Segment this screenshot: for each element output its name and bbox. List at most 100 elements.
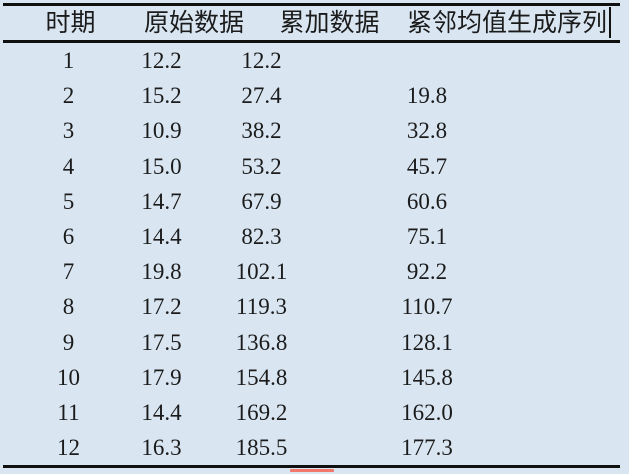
cell-value: 27.4: [241, 83, 282, 109]
table-cell: 14.4: [118, 219, 213, 254]
cell-value: 82.3: [241, 224, 282, 250]
table-row: 6 14.4 82.3 75.1: [3, 219, 620, 254]
cell-value: 145.8: [401, 364, 453, 390]
red-underline-mark: [290, 469, 334, 472]
table-cell: 17.9: [118, 360, 213, 395]
cell-value: 6: [62, 224, 75, 250]
cell-value: 16.3: [141, 435, 182, 461]
cell-value: 128.1: [401, 329, 453, 355]
table-row: 5 14.7 67.9 60.6: [3, 184, 620, 219]
table-cell: 15.0: [118, 149, 213, 184]
table-cell: 12: [3, 430, 118, 469]
table-row: 9 17.5 136.8 128.1: [3, 325, 620, 360]
table-cell: 4: [3, 149, 118, 184]
cell-value: 17.9: [141, 364, 182, 390]
column-header-label: 时期: [45, 9, 96, 37]
table-cell: 17.5: [118, 325, 213, 360]
table-cell: 53.2: [213, 149, 318, 184]
data-table: 时期 原始数据 累加数据 紧邻均值生成序列 1 12.2 12.2 2 15.2…: [3, 3, 620, 469]
table-cell: 6: [3, 219, 118, 254]
table-cell: 14.7: [118, 184, 213, 219]
table-cell: 45.7: [318, 149, 620, 184]
table-row: 2 15.2 27.4 19.8: [3, 78, 620, 113]
cell-value: 169.2: [235, 400, 288, 426]
cell-value: 17.5: [141, 329, 182, 355]
table-cell: 1: [3, 42, 118, 79]
cell-value: 119.3: [236, 294, 287, 320]
cell-value: 92.2: [406, 259, 448, 285]
table-cell: 19.8: [118, 254, 213, 289]
cell-value: 162.0: [401, 400, 453, 426]
table-cell: 38.2: [213, 113, 318, 148]
column-header-period: 时期: [3, 4, 118, 43]
cell-value: 17.2: [141, 294, 182, 320]
table-cell: 110.7: [318, 289, 620, 324]
cell-value: 15.0: [141, 153, 182, 179]
table-cell: 14.4: [118, 395, 213, 430]
table-cell: 136.8: [213, 325, 318, 360]
table-cell: 154.8: [213, 360, 318, 395]
cell-value: 3: [62, 118, 75, 144]
table-row: 8 17.2 119.3 110.7: [3, 289, 620, 324]
cell-value: 7: [62, 259, 75, 285]
column-header-label: 紧邻均值生成序列: [406, 9, 607, 37]
cell-value: 102.1: [235, 259, 288, 285]
table-cell: 92.2: [318, 254, 620, 289]
column-header-adjacent-mean-sequence: 紧邻均值生成序列: [318, 4, 620, 43]
cell-value: 60.6: [406, 188, 448, 214]
table-cell: 9: [3, 325, 118, 360]
header-row: 时期 原始数据 累加数据 紧邻均值生成序列: [3, 4, 620, 43]
cell-value: 10: [57, 364, 80, 390]
column-header-original-data: 原始数据: [118, 4, 244, 43]
table-cell: 162.0: [318, 395, 620, 430]
cell-value: 11: [57, 400, 80, 426]
table-cell: 60.6: [318, 184, 620, 219]
column-header-label: 原始数据: [144, 9, 245, 37]
cell-value: 67.9: [241, 188, 282, 214]
cell-value: 14.7: [141, 188, 182, 214]
table-cell: 3: [3, 113, 118, 148]
table-row: 11 14.4 169.2 162.0: [3, 395, 620, 430]
table-cell: 7: [3, 254, 118, 289]
table-cell: 169.2: [213, 395, 318, 430]
cell-value: 19.8: [141, 259, 182, 285]
cell-value: 14.4: [141, 400, 182, 426]
cell-value: 5: [62, 188, 75, 214]
table-row: 7 19.8 102.1 92.2: [3, 254, 620, 289]
table-row: 12 16.3 185.5 177.3: [3, 430, 620, 469]
table-cell: 75.1: [318, 219, 620, 254]
cell-value: 1: [62, 48, 75, 73]
cell-value: 15.2: [141, 83, 182, 109]
table-cell: 119.3: [213, 289, 318, 324]
table-cell: 17.2: [118, 289, 213, 324]
table-cell: 177.3: [318, 430, 620, 469]
cell-value: 154.8: [235, 364, 288, 390]
table-cell: 12.2: [118, 42, 213, 79]
cell-value: 12.2: [241, 48, 282, 73]
cell-value: 12.2: [141, 48, 182, 73]
table-row: 4 15.0 53.2 45.7: [3, 149, 620, 184]
cell-value: 19.8: [406, 83, 448, 109]
column-header-label: 累加数据: [279, 9, 380, 37]
table-row: 1 12.2 12.2: [3, 42, 620, 79]
table-cell: 128.1: [318, 325, 620, 360]
table-cell: 102.1: [213, 254, 318, 289]
table-cell: [318, 42, 620, 79]
cell-value: 9: [62, 329, 75, 355]
table-cell: 10: [3, 360, 118, 395]
cell-value: 8: [62, 294, 75, 320]
cell-value: 38.2: [241, 118, 282, 144]
cell-value: 10.9: [141, 118, 182, 144]
table-row: 10 17.9 154.8 145.8: [3, 360, 620, 395]
cell-value: 53.2: [241, 153, 282, 179]
table-cell: 12.2: [213, 42, 318, 79]
cell-value: 75.1: [406, 224, 448, 250]
table-cell: 15.2: [118, 78, 213, 113]
table-cell: 185.5: [213, 430, 318, 469]
column-header-accumulated-data: 累加数据: [213, 4, 380, 43]
table-cell: 8: [3, 289, 118, 324]
table-cell: 67.9: [213, 184, 318, 219]
table-cell: 19.8: [318, 78, 620, 113]
table-row: 3 10.9 38.2 32.8: [3, 113, 620, 148]
cell-value: 136.8: [235, 329, 288, 355]
